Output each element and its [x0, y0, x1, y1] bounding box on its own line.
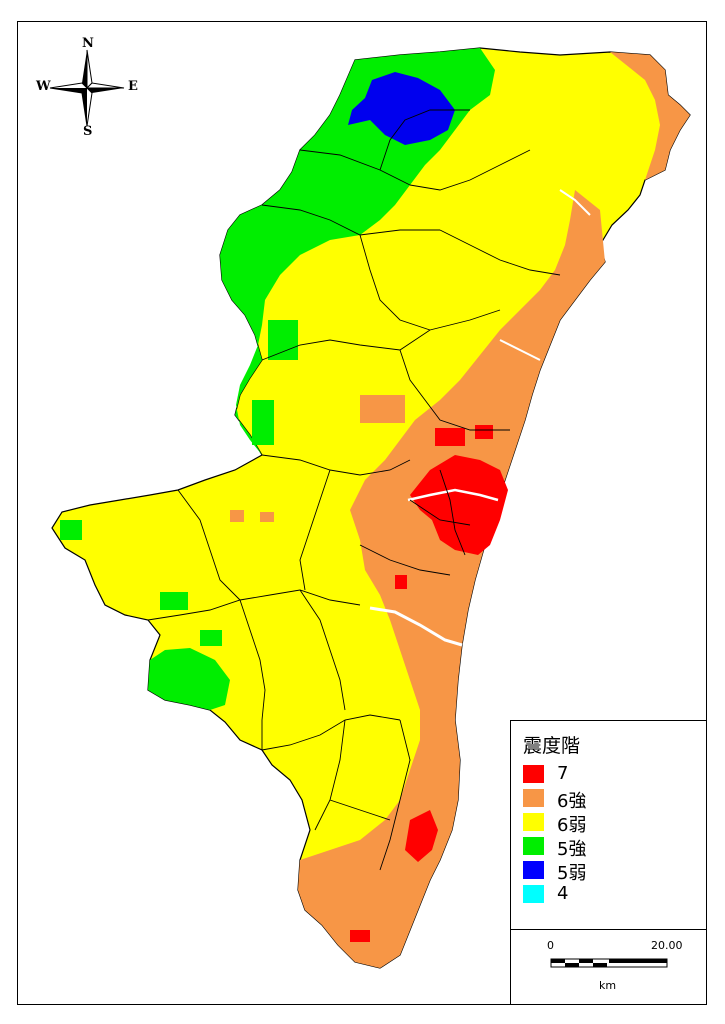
compass-star-icon [49, 49, 125, 127]
zone-7-south [405, 810, 438, 862]
scale-end-label: 20.00 [651, 939, 683, 952]
river [559, 189, 591, 216]
scale-bar [550, 958, 668, 968]
zone-7-central [410, 455, 508, 555]
zone-5-strong-north [220, 48, 495, 455]
legend-swatch [523, 861, 544, 879]
scale-start-label: 0 [547, 939, 554, 952]
legend-label: 7 [557, 763, 569, 784]
compass-rose: N S W E [30, 36, 140, 139]
zone-5-strong-southwest [148, 648, 230, 710]
zone-5-strong-patch [252, 400, 274, 445]
zone-6-strong-coast [298, 190, 605, 968]
compass-south-label: S [83, 124, 93, 139]
legend-swatch [523, 837, 544, 855]
legend-title: 震度階 [523, 735, 581, 757]
zone-7-patch [475, 425, 493, 439]
legend-label: 4 [557, 883, 569, 904]
zone-7-patch [435, 428, 465, 446]
river [407, 488, 499, 502]
zone-6-strong-northeast [610, 52, 690, 180]
zone-5-strong-patch [200, 630, 222, 646]
compass-east-label: E [128, 79, 138, 94]
compass-north-label: N [82, 36, 94, 51]
zone-5-weak [348, 72, 455, 145]
legend-swatch [523, 765, 544, 783]
legend-swatch [523, 885, 544, 903]
river [369, 606, 463, 647]
zone-6-strong-patch [260, 512, 274, 522]
legend-label: 6強 [557, 791, 587, 812]
zone-7-patch [395, 575, 407, 589]
compass-west-label: W [36, 79, 51, 94]
legend-divider [511, 929, 707, 930]
legend-label: 5弱 [557, 863, 587, 884]
legend-swatch [523, 813, 544, 831]
legend: 震度階 7 6強 6弱 5強 5弱 4 0 20.00 km [510, 720, 707, 1004]
zone-5-strong-patch [60, 520, 82, 540]
zone-5-strong-patch [268, 320, 298, 360]
zone-6-strong-patch [360, 395, 405, 423]
municipal-boundaries [147, 109, 561, 871]
zone-7-patch [350, 930, 370, 942]
scale-unit-label: km [599, 979, 617, 992]
zone-5-strong-patch [160, 592, 188, 610]
legend-swatch [523, 789, 544, 807]
legend-label: 5強 [557, 839, 587, 860]
river [499, 339, 541, 361]
legend-label: 6弱 [557, 815, 587, 836]
zone-6-strong-patch [230, 510, 244, 522]
